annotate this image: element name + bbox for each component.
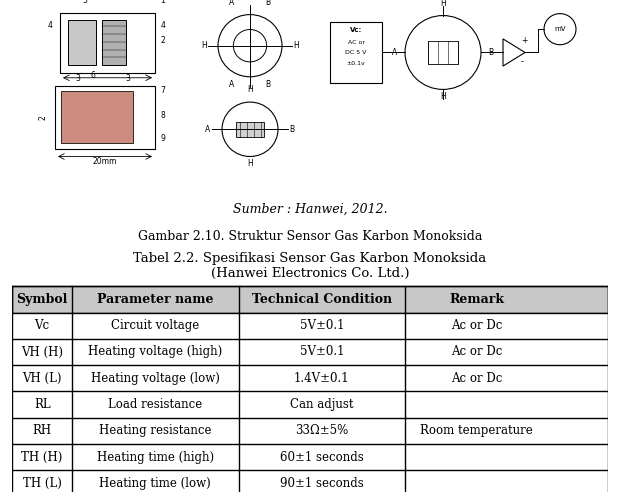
Text: B: B — [489, 48, 494, 57]
Bar — [68, 20, 96, 65]
Bar — [236, 122, 264, 137]
Text: -: - — [521, 57, 524, 66]
Text: H: H — [247, 159, 253, 168]
Text: mV: mV — [554, 26, 565, 32]
Text: H: H — [201, 41, 207, 50]
Text: Circuit voltage: Circuit voltage — [111, 319, 200, 332]
Text: Room temperature: Room temperature — [420, 425, 533, 437]
Text: Parameter name: Parameter name — [97, 293, 213, 306]
Text: 5V±0.1: 5V±0.1 — [299, 319, 344, 332]
Text: B: B — [265, 0, 270, 7]
Text: 90±1 seconds: 90±1 seconds — [280, 477, 364, 490]
Text: Heating time (low): Heating time (low) — [99, 477, 211, 490]
Text: ±0.1v: ±0.1v — [347, 61, 365, 66]
Text: 3: 3 — [76, 74, 81, 83]
Text: 5: 5 — [82, 0, 87, 5]
Bar — [61, 92, 133, 143]
Text: 2: 2 — [161, 36, 166, 45]
Text: A: A — [205, 125, 211, 134]
Text: RL: RL — [34, 398, 50, 411]
Text: Heating voltage (high): Heating voltage (high) — [88, 345, 223, 359]
Bar — [60, 13, 155, 73]
Text: Tabel 2.2. Spesifikasi Sensor Gas Karbon Monoksida: Tabel 2.2. Spesifikasi Sensor Gas Karbon… — [133, 252, 487, 265]
Text: 8: 8 — [161, 111, 166, 120]
Text: TH (H): TH (H) — [22, 451, 63, 463]
Text: AC or: AC or — [347, 40, 365, 45]
Bar — [12, 392, 608, 418]
Text: VH (L): VH (L) — [22, 372, 62, 385]
Text: Symbol: Symbol — [17, 293, 68, 306]
Text: TH (L): TH (L) — [23, 477, 61, 490]
Text: Vc:: Vc: — [350, 27, 362, 33]
Text: Ac or Dc: Ac or Dc — [451, 372, 502, 385]
Text: 4: 4 — [161, 21, 166, 30]
Text: 1.4V±0.1: 1.4V±0.1 — [294, 372, 350, 385]
Bar — [12, 339, 608, 365]
Text: Ac or Dc: Ac or Dc — [451, 319, 502, 332]
Text: A: A — [229, 0, 234, 7]
Bar — [12, 470, 608, 492]
Text: 6: 6 — [91, 71, 95, 80]
Text: A: A — [392, 48, 397, 57]
Bar — [55, 86, 155, 149]
Text: VH (H): VH (H) — [21, 345, 63, 359]
Text: 5V±0.1: 5V±0.1 — [299, 345, 344, 359]
Text: H: H — [293, 41, 299, 50]
Bar — [12, 444, 608, 470]
Bar — [12, 312, 608, 339]
Text: 4: 4 — [48, 21, 53, 30]
Text: H: H — [247, 85, 253, 94]
Text: Heating time (high): Heating time (high) — [97, 451, 214, 463]
Text: B: B — [265, 80, 270, 89]
Text: 2: 2 — [38, 115, 48, 120]
Bar — [12, 418, 608, 444]
Text: 60±1 seconds: 60±1 seconds — [280, 451, 364, 463]
Bar — [330, 22, 382, 83]
Bar — [102, 20, 126, 65]
Text: H: H — [440, 92, 446, 101]
Text: RH: RH — [33, 425, 51, 437]
Text: A: A — [229, 80, 234, 89]
Text: Ac or Dc: Ac or Dc — [451, 345, 502, 359]
Text: (Hanwei Electronics Co. Ltd.): (Hanwei Electronics Co. Ltd.) — [211, 267, 409, 280]
Text: Sumber : Hanwei, 2012.: Sumber : Hanwei, 2012. — [232, 203, 388, 215]
Text: Can adjust: Can adjust — [290, 398, 353, 411]
Text: 7: 7 — [161, 86, 166, 95]
Bar — [428, 41, 458, 64]
Text: +: + — [521, 36, 528, 45]
Text: H: H — [440, 0, 446, 8]
Text: 20mm: 20mm — [93, 157, 117, 166]
Bar — [12, 365, 608, 392]
Text: Vc: Vc — [35, 319, 50, 332]
Text: 3: 3 — [126, 74, 130, 83]
Text: B: B — [290, 125, 294, 134]
Text: DC 5 V: DC 5 V — [345, 51, 366, 56]
Text: 33Ω±5%: 33Ω±5% — [295, 425, 348, 437]
Text: Heating voltage (low): Heating voltage (low) — [91, 372, 219, 385]
Text: Load resistance: Load resistance — [108, 398, 202, 411]
Text: Remark: Remark — [449, 293, 504, 306]
Text: Gambar 2.10. Struktur Sensor Gas Karbon Monoksida: Gambar 2.10. Struktur Sensor Gas Karbon … — [138, 230, 482, 243]
Text: Technical Condition: Technical Condition — [252, 293, 392, 306]
Bar — [12, 286, 608, 312]
Text: 9: 9 — [161, 134, 166, 143]
Text: Heating resistance: Heating resistance — [99, 425, 211, 437]
Text: 1: 1 — [161, 0, 166, 5]
